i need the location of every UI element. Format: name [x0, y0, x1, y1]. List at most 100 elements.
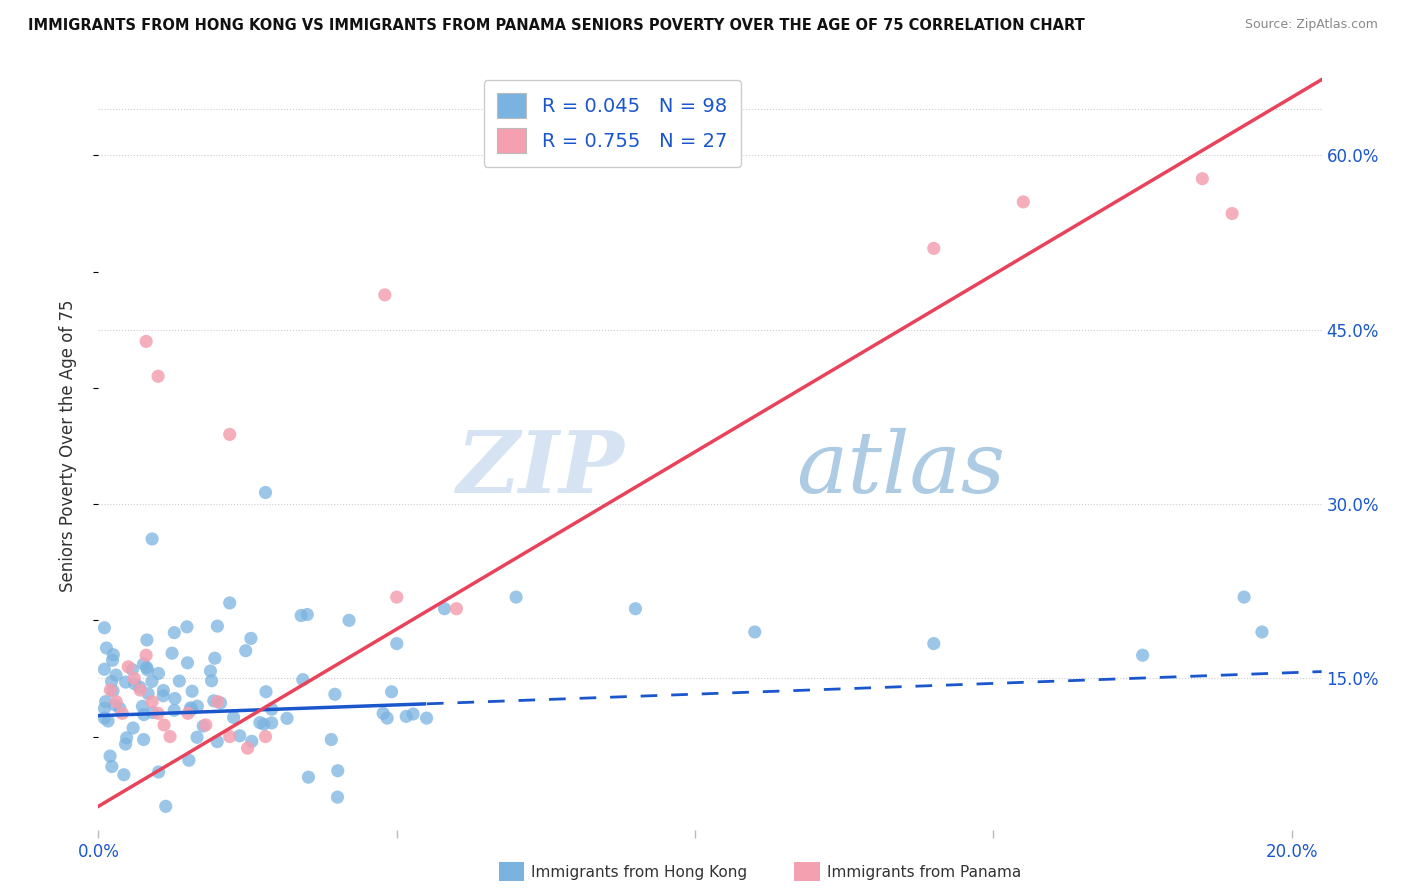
- Point: [153, 718, 176, 732]
- Point: [1012, 194, 1035, 209]
- Point: [402, 706, 425, 721]
- Point: [148, 764, 170, 779]
- Point: [104, 698, 127, 712]
- Point: [922, 241, 945, 255]
- Point: [152, 689, 174, 703]
- Point: [744, 624, 766, 639]
- Point: [131, 699, 153, 714]
- Point: [136, 663, 159, 677]
- Point: [141, 695, 163, 709]
- Point: [135, 632, 157, 647]
- Point: [121, 663, 143, 677]
- Point: [395, 709, 418, 723]
- Text: Source: ZipAtlas.com: Source: ZipAtlas.com: [1244, 18, 1378, 31]
- Point: [202, 694, 225, 708]
- Point: [321, 732, 343, 747]
- Point: [93, 662, 115, 676]
- Point: [132, 732, 155, 747]
- Text: ZIP: ZIP: [457, 427, 624, 511]
- Point: [142, 706, 165, 720]
- Point: [117, 660, 139, 674]
- Text: Immigrants from Panama: Immigrants from Panama: [827, 865, 1021, 880]
- Point: [177, 706, 200, 721]
- Point: [136, 687, 159, 701]
- Point: [128, 680, 150, 694]
- Point: [163, 703, 186, 717]
- Point: [163, 625, 186, 640]
- Point: [96, 640, 118, 655]
- Point: [326, 790, 349, 805]
- Point: [160, 646, 183, 660]
- Point: [228, 729, 250, 743]
- Point: [337, 613, 360, 627]
- Point: [176, 620, 198, 634]
- Point: [291, 673, 314, 687]
- Point: [129, 683, 152, 698]
- Point: [260, 715, 283, 730]
- Point: [1233, 590, 1256, 604]
- Point: [204, 651, 226, 665]
- Point: [1251, 624, 1274, 639]
- Point: [385, 637, 408, 651]
- Point: [200, 664, 222, 678]
- Point: [103, 648, 125, 662]
- Point: [218, 427, 240, 442]
- Point: [146, 369, 169, 384]
- Point: [385, 590, 408, 604]
- Point: [180, 702, 202, 716]
- Point: [236, 741, 259, 756]
- Point: [200, 673, 222, 688]
- Point: [177, 753, 200, 767]
- Point: [135, 334, 157, 349]
- Point: [105, 668, 128, 682]
- Point: [112, 768, 135, 782]
- Point: [132, 657, 155, 671]
- Point: [218, 730, 240, 744]
- Point: [254, 485, 277, 500]
- Point: [194, 718, 217, 732]
- Point: [209, 696, 232, 710]
- Point: [374, 288, 396, 302]
- Y-axis label: Seniors Poverty Over the Age of 75: Seniors Poverty Over the Age of 75: [59, 300, 77, 592]
- Point: [93, 701, 115, 715]
- Point: [193, 719, 215, 733]
- Text: atlas: atlas: [796, 427, 1005, 510]
- Point: [124, 677, 146, 691]
- Point: [207, 619, 229, 633]
- Point: [101, 759, 124, 773]
- Point: [253, 717, 276, 731]
- Point: [101, 683, 124, 698]
- Text: Immigrants from Hong Kong: Immigrants from Hong Kong: [531, 865, 748, 880]
- Point: [505, 590, 527, 604]
- Point: [98, 749, 121, 764]
- Point: [115, 731, 138, 745]
- Point: [323, 687, 346, 701]
- Point: [141, 674, 163, 689]
- Point: [624, 601, 647, 615]
- Point: [222, 710, 245, 724]
- Point: [114, 737, 136, 751]
- Point: [180, 701, 202, 715]
- Point: [122, 672, 145, 686]
- Point: [159, 730, 181, 744]
- Point: [249, 715, 271, 730]
- Point: [415, 711, 437, 725]
- Point: [373, 706, 395, 721]
- Point: [97, 714, 120, 728]
- Point: [1132, 648, 1154, 663]
- Point: [240, 734, 263, 748]
- Point: [101, 653, 124, 667]
- Point: [433, 601, 456, 615]
- Point: [176, 656, 198, 670]
- Point: [207, 734, 229, 748]
- Point: [1191, 171, 1213, 186]
- Point: [381, 685, 404, 699]
- Point: [122, 721, 145, 735]
- Point: [135, 660, 157, 674]
- Point: [93, 621, 115, 635]
- Point: [276, 711, 298, 725]
- Point: [186, 699, 208, 714]
- Point: [148, 666, 170, 681]
- Point: [254, 684, 277, 698]
- Point: [239, 632, 262, 646]
